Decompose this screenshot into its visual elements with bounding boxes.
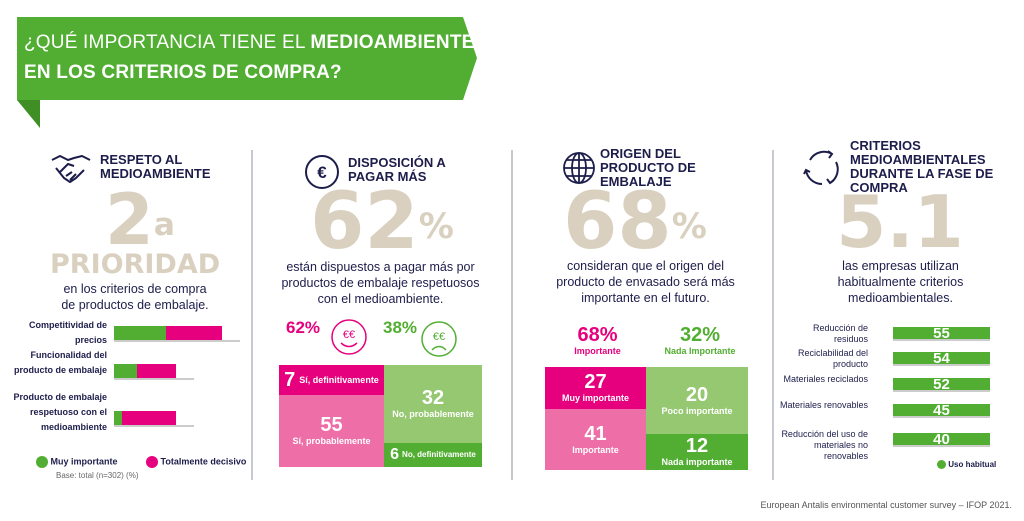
cell-nada-importante: 12 Nada importante: [646, 434, 748, 470]
bar-track: [114, 364, 194, 380]
bar-label: Producto de embalaje respetuoso con el m…: [13, 392, 107, 432]
legend-swatch: [146, 456, 158, 468]
bar-track: [114, 411, 194, 427]
big-stat: 62%: [310, 177, 454, 267]
legend-swatch: [937, 460, 946, 470]
bar-segment-muy-importante: [114, 364, 137, 378]
bar-label: Funcionalidad del producto de embalaje: [13, 350, 107, 375]
happy-euro-face-icon: €€: [331, 319, 367, 355]
nada-importante-summary: 32% Nada Importante: [664, 324, 736, 356]
bar: 45: [893, 403, 990, 418]
panel-title: DISPOSICIÓN A PAGAR MÁS: [348, 155, 446, 184]
bar: 52: [893, 377, 990, 392]
cell-no-definitivamente: 6 No, definitivamente: [384, 443, 482, 467]
panel-description: en los criterios de compra de productos d…: [61, 282, 209, 312]
cell-muy-importante: 27 Muy importante: [545, 367, 646, 409]
euro-coin-icon: €: [305, 155, 339, 189]
panel-description: consideran que el origen del producto de…: [556, 259, 735, 305]
bar: 55: [893, 326, 990, 341]
handshake-icon: [51, 155, 91, 183]
panel-description: las empresas utilizan habitualmente crit…: [837, 259, 964, 305]
legend-uso-habitual: Uso habitual: [937, 460, 996, 470]
svg-text:€€: €€: [433, 331, 445, 343]
cell-importante: 41 Importante: [545, 409, 646, 470]
sad-euro-face-icon: €€: [421, 321, 457, 357]
divider: [772, 150, 774, 480]
bar: 40: [893, 432, 990, 447]
bar-label: Reciclabilidad del producto: [797, 348, 868, 369]
legend-muy-importante: Muy importante: [36, 456, 118, 468]
divider: [511, 150, 513, 480]
divider: [251, 150, 253, 480]
cell-si-definitivamente: 7 Sí, definitivamente: [279, 365, 384, 395]
big-word: PRIORIDAD: [50, 249, 221, 280]
bar-segment-totalmente-decisivo: [121, 411, 176, 425]
panel-title: ORIGEN DEL PRODUCTO DE EMBALAJE: [600, 146, 696, 189]
legend-swatch: [36, 456, 48, 468]
bar-label: Reducción del uso de materiales no renov…: [781, 429, 868, 461]
globe-icon: [563, 152, 595, 184]
bar-label: Reducción de residuos: [812, 323, 868, 344]
page-title: ¿QUÉ IMPORTANCIA TIENE EL MEDIOAMBIENTE …: [24, 32, 475, 83]
cell-si-probablemente: 55 Sí, probablemente: [279, 395, 384, 467]
yes-percent: 62%: [286, 318, 321, 337]
bar-track: [114, 326, 241, 342]
source-footer: European Antalis environmental customer …: [760, 500, 1012, 510]
bar-segment-totalmente-decisivo: [136, 364, 176, 378]
big-stat: 5.1: [836, 180, 964, 264]
header-banner: [17, 17, 477, 128]
big-stat: 2a: [105, 179, 175, 261]
panel-title: RESPETO AL MEDIOAMBIENTE: [100, 152, 211, 181]
panel-description: están dispuestos a pagar más por product…: [281, 260, 480, 306]
no-percent: 38%: [383, 318, 418, 337]
bar: 54: [893, 351, 990, 366]
bar-label: Materiales renovables: [779, 400, 868, 410]
recycle-icon: [803, 150, 839, 186]
bar-segment-muy-importante: [114, 326, 166, 340]
cell-poco-importante: 20 Poco importante: [646, 367, 748, 434]
legend-totalmente-decisivo: Totalmente decisivo: [146, 456, 246, 468]
base-note: Base: total (n=302) (%): [56, 471, 139, 480]
panel-title: CRITERIOS MEDIOAMBIENTALES DURANTE LA FA…: [850, 138, 994, 195]
bar-label: Competitividad de precios: [28, 320, 107, 345]
importante-summary: 68% Importante: [574, 324, 621, 356]
cell-no-probablemente: 32 No, probablemente: [384, 365, 482, 443]
big-stat: 68%: [563, 177, 707, 267]
bar-segment-muy-importante: [114, 411, 122, 425]
svg-text:€€: €€: [343, 329, 355, 341]
bar-segment-totalmente-decisivo: [165, 326, 223, 340]
bar-label: Materiales reciclados: [783, 374, 868, 384]
svg-text:€: €: [317, 163, 327, 182]
